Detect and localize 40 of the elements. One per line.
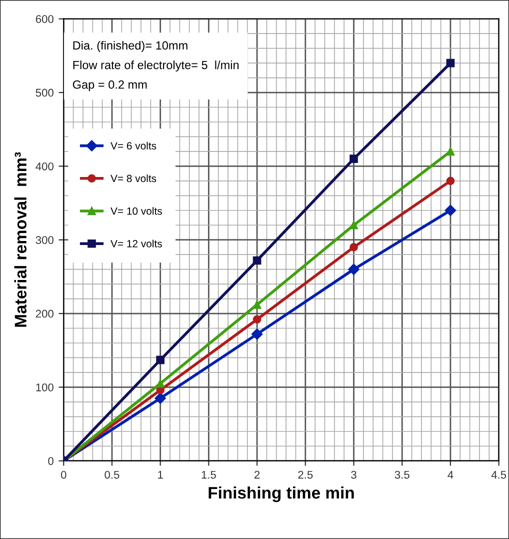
y-tick-label: 200 — [36, 310, 54, 318]
y-tick-label: 0 — [48, 457, 54, 465]
point — [348, 264, 360, 275]
x-tick-label: 4.5 — [491, 470, 506, 479]
y-tick-label: 300 — [36, 236, 54, 244]
point — [252, 315, 262, 324]
legend-label: V= 6 volts — [110, 142, 156, 150]
point — [251, 328, 263, 340]
x-tick-label: 1 — [158, 470, 163, 479]
x-tick-label: 2.5 — [298, 470, 313, 479]
y-tick-label: 500 — [36, 88, 54, 97]
x-tick-label: 3.5 — [394, 470, 410, 479]
x-tick-label: 2 — [254, 470, 260, 479]
y-tick-label: 600 — [36, 15, 54, 23]
point — [156, 379, 164, 388]
point — [252, 256, 262, 265]
point — [446, 58, 455, 68]
x-tick-label: 0 — [60, 470, 66, 479]
annotation: Gap = 0.2 mm — [72, 80, 147, 92]
x-tick-label: 4 — [448, 470, 454, 479]
x-tick-label: 0.5 — [104, 470, 120, 479]
y-tick-label: 400 — [36, 162, 54, 170]
y-axis-title: Material removal mm³ — [14, 152, 27, 327]
legend-label: V= 8 volts — [110, 174, 156, 182]
annotation: Flow rate of electrolyte= 5 l/min — [73, 60, 239, 72]
x-tick-label: 1.5 — [202, 470, 216, 479]
legend-label: V= 10 volts — [110, 207, 162, 215]
point — [446, 147, 455, 156]
point — [350, 154, 358, 163]
x-tick-label: 3 — [351, 470, 356, 479]
x-axis-title: Finishing time min — [208, 486, 354, 502]
point — [444, 204, 456, 216]
annotation: Dia. (finished)= 10mm — [73, 40, 188, 52]
point — [154, 392, 166, 404]
legend-label: V= 12 volts — [110, 240, 162, 248]
y-tick-label: 100 — [36, 383, 54, 392]
point — [350, 220, 358, 230]
point — [156, 356, 164, 364]
point — [350, 243, 358, 252]
point — [446, 176, 455, 186]
